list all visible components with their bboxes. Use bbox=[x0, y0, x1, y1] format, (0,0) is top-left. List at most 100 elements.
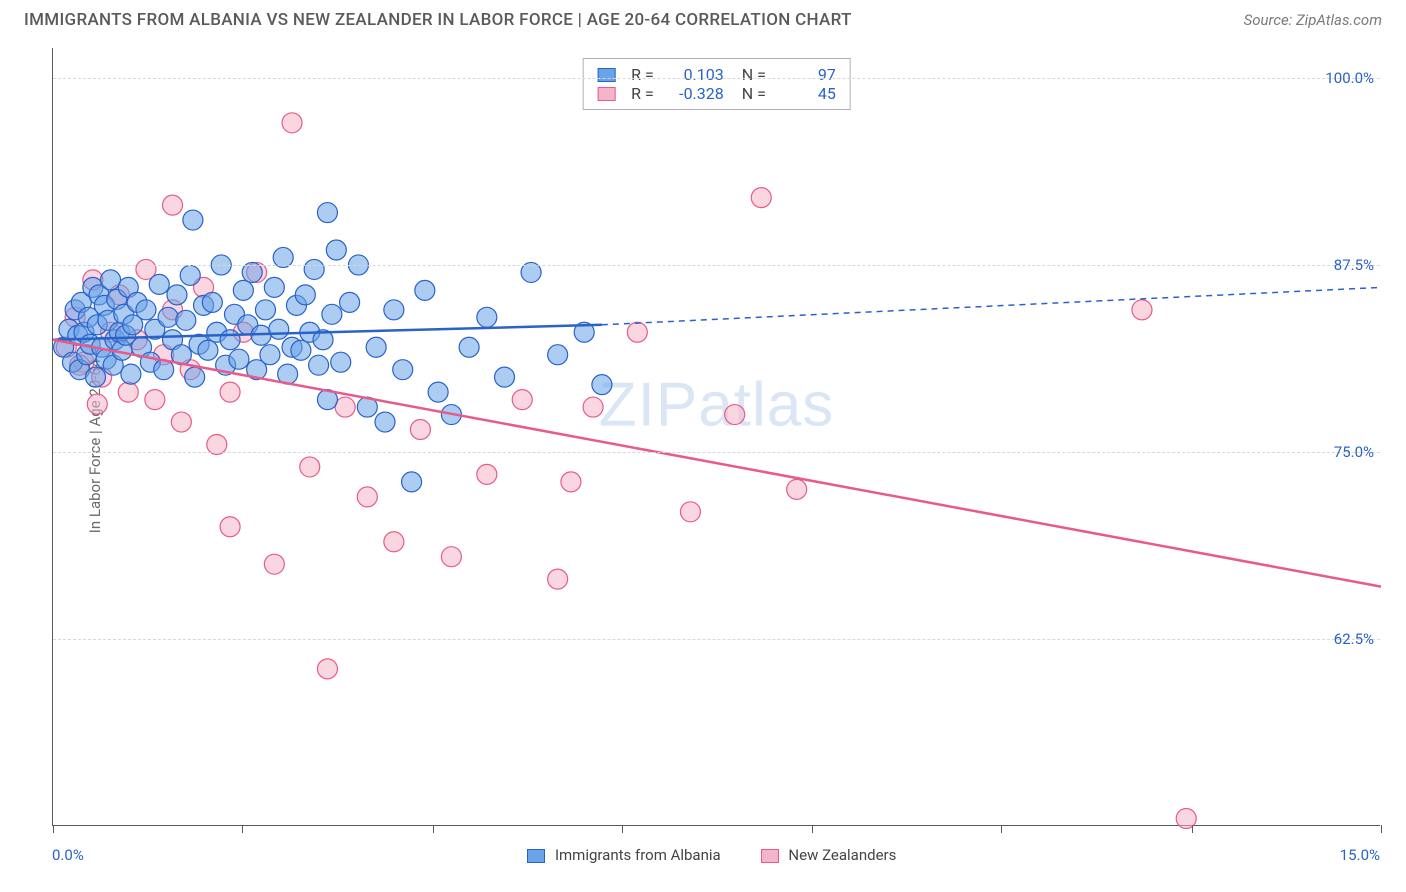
scatter-point-albania bbox=[291, 340, 311, 360]
scatter-point-nz bbox=[220, 517, 240, 537]
scatter-point-albania bbox=[375, 412, 395, 432]
x-tick bbox=[1381, 825, 1382, 833]
scatter-point-nz bbox=[1132, 300, 1152, 320]
scatter-point-nz bbox=[680, 502, 700, 522]
scatter-point-albania bbox=[317, 203, 337, 223]
scatter-point-albania bbox=[548, 345, 568, 365]
scatter-point-nz bbox=[477, 464, 497, 484]
scatter-point-albania bbox=[180, 265, 200, 285]
scatter-point-nz bbox=[171, 412, 191, 432]
scatter-point-albania bbox=[158, 307, 178, 327]
scatter-point-albania bbox=[402, 472, 422, 492]
y-tick-label: 100.0% bbox=[1325, 69, 1374, 87]
scatter-point-nz bbox=[787, 479, 807, 499]
x-tick bbox=[1192, 825, 1193, 833]
chart-title: IMMIGRANTS FROM ALBANIA VS NEW ZEALANDER… bbox=[24, 10, 852, 30]
swatch-nz-icon bbox=[761, 849, 779, 863]
scatter-point-albania bbox=[322, 304, 342, 324]
y-tick-label: 75.0% bbox=[1334, 443, 1374, 461]
scatter-point-albania bbox=[304, 259, 324, 279]
scatter-point-nz bbox=[384, 532, 404, 552]
scatter-point-nz bbox=[300, 457, 320, 477]
scatter-point-albania bbox=[428, 382, 448, 402]
scatter-point-nz bbox=[627, 322, 647, 342]
scatter-point-albania bbox=[229, 349, 249, 369]
scatter-point-albania bbox=[340, 292, 360, 312]
x-tick bbox=[433, 825, 434, 833]
x-tick bbox=[812, 825, 813, 833]
scatter-point-nz bbox=[751, 188, 771, 208]
gridline bbox=[53, 78, 1380, 79]
swatch-nz bbox=[597, 87, 615, 101]
scatter-svg bbox=[53, 48, 1380, 825]
scatter-point-albania bbox=[495, 367, 515, 387]
scatter-point-albania bbox=[233, 280, 253, 300]
scatter-point-nz bbox=[357, 487, 377, 507]
regression-line-nz bbox=[53, 340, 1381, 587]
scatter-point-albania bbox=[459, 337, 479, 357]
scatter-point-albania bbox=[331, 352, 351, 372]
swatch-albania-icon bbox=[527, 849, 545, 863]
legend-row-nz: R =-0.328 N =45 bbox=[597, 84, 836, 103]
scatter-point-albania bbox=[101, 270, 121, 290]
scatter-point-nz bbox=[725, 405, 745, 425]
regression-ext-albania bbox=[602, 287, 1381, 324]
scatter-point-albania bbox=[415, 280, 435, 300]
scatter-point-albania bbox=[384, 300, 404, 320]
scatter-point-albania bbox=[309, 355, 329, 375]
gridline bbox=[53, 452, 1380, 453]
scatter-point-albania bbox=[295, 285, 315, 305]
bottom-legend: Immigrants from Albania New Zealanders bbox=[527, 846, 896, 864]
scatter-point-nz bbox=[410, 420, 430, 440]
scatter-point-albania bbox=[260, 345, 280, 365]
scatter-point-albania bbox=[269, 319, 289, 339]
scatter-point-albania bbox=[121, 364, 141, 384]
scatter-point-albania bbox=[149, 274, 169, 294]
gridline bbox=[53, 639, 1380, 640]
x-axis-labels: 0.0% Immigrants from Albania New Zealand… bbox=[52, 846, 1380, 864]
scatter-point-nz bbox=[163, 195, 183, 215]
chart-plot-area: ZIPatlas R =0.103 N =97 R =-0.328 N =45 … bbox=[52, 48, 1380, 826]
scatter-point-nz bbox=[441, 547, 461, 567]
scatter-point-albania bbox=[255, 300, 275, 320]
scatter-point-albania bbox=[366, 337, 386, 357]
x-end-label: 15.0% bbox=[1340, 846, 1380, 864]
scatter-point-nz bbox=[583, 397, 603, 417]
scatter-point-albania bbox=[477, 307, 497, 327]
x-start-label: 0.0% bbox=[52, 846, 84, 864]
scatter-point-albania bbox=[592, 375, 612, 395]
scatter-point-albania bbox=[176, 310, 196, 330]
scatter-point-nz bbox=[264, 554, 284, 574]
swatch-albania bbox=[597, 68, 615, 82]
x-tick bbox=[622, 825, 623, 833]
y-tick-label: 62.5% bbox=[1334, 630, 1374, 648]
scatter-point-nz bbox=[87, 394, 107, 414]
correlation-legend: R =0.103 N =97 R =-0.328 N =45 bbox=[582, 58, 851, 110]
scatter-point-albania bbox=[393, 360, 413, 380]
scatter-point-albania bbox=[326, 240, 346, 260]
scatter-point-nz bbox=[220, 382, 240, 402]
scatter-point-nz bbox=[1176, 809, 1196, 829]
legend-item-albania: Immigrants from Albania bbox=[527, 846, 720, 864]
x-tick bbox=[1001, 825, 1002, 833]
source-attribution: Source: ZipAtlas.com bbox=[1244, 11, 1382, 29]
scatter-point-nz bbox=[145, 390, 165, 410]
y-tick-label: 87.5% bbox=[1334, 256, 1374, 274]
scatter-point-albania bbox=[85, 367, 105, 387]
scatter-point-albania bbox=[264, 277, 284, 297]
x-tick bbox=[53, 825, 54, 833]
scatter-point-albania bbox=[185, 367, 205, 387]
scatter-point-albania bbox=[167, 285, 187, 305]
scatter-point-nz bbox=[118, 382, 138, 402]
x-tick bbox=[242, 825, 243, 833]
legend-item-nz: New Zealanders bbox=[761, 846, 897, 864]
scatter-point-nz bbox=[317, 659, 337, 679]
scatter-point-nz bbox=[335, 397, 355, 417]
scatter-point-albania bbox=[136, 300, 156, 320]
legend-row-albania: R =0.103 N =97 bbox=[597, 65, 836, 84]
scatter-point-nz bbox=[548, 569, 568, 589]
scatter-point-albania bbox=[198, 340, 218, 360]
scatter-point-nz bbox=[282, 113, 302, 133]
gridline bbox=[53, 265, 1380, 266]
scatter-point-albania bbox=[202, 292, 222, 312]
